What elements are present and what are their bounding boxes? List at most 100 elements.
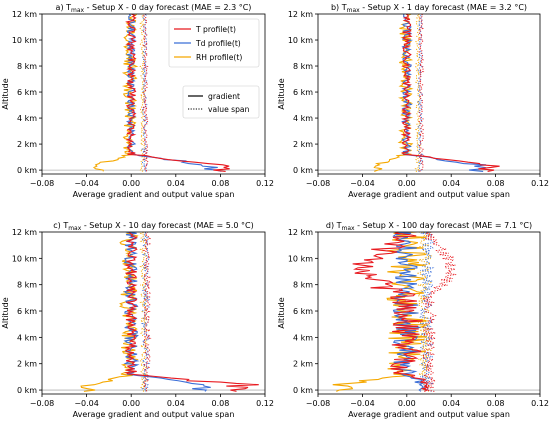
x-tick-label: 0.08 — [487, 179, 505, 188]
x-tick-label: 0.12 — [256, 399, 274, 408]
y-tick-label: 6 km — [293, 307, 313, 316]
x-tick-label: 0.04 — [442, 179, 460, 188]
series-rh-grad — [373, 14, 414, 172]
axes-frame — [41, 231, 266, 395]
series-rh-span — [138, 232, 149, 392]
y-tick-label: 8 km — [293, 281, 313, 290]
y-tick-label: 10 km — [288, 254, 313, 263]
series-t-span — [417, 14, 425, 172]
y-tick-label: 6 km — [293, 88, 313, 97]
series-t-grad — [400, 14, 500, 172]
y-tick-label: 6 km — [17, 88, 37, 97]
x-tick-label: −0.08 — [306, 179, 331, 188]
series-td-span — [419, 232, 435, 392]
panel-title: c) Tmax - Setup X - 10 day forecast (MAE… — [53, 221, 253, 232]
panel-title: d) Tmax - Setup X - 100 day forecast (MA… — [326, 221, 532, 232]
panel-1: −0.08 −0.04 0.00 0.04 0.08 0.12 0 km 2 km 4 km 6 … — [277, 3, 549, 199]
y-tick-label: 4 km — [17, 114, 37, 123]
panel-2: −0.08 −0.04 0.00 0.04 0.08 0.12 0 km 2 km 4 km 6 … — [1, 221, 274, 419]
x-axis-label: Average gradient and output value span — [348, 190, 510, 199]
y-tick-label: 4 km — [293, 333, 313, 342]
axes-frame — [41, 13, 266, 175]
legend-box — [168, 18, 260, 68]
x-tick-label: −0.04 — [350, 179, 375, 188]
x-tick-label: −0.08 — [30, 179, 55, 188]
y-tick-label: 6 km — [17, 307, 37, 316]
panel-0: −0.08 −0.04 0.00 0.04 0.08 0.12 0 km 2 km 4 km 6 … — [1, 3, 274, 199]
y-tick-label: 12 km — [288, 10, 313, 19]
y-tick-label: 0 km — [17, 166, 37, 175]
y-axis-label: Altitude — [1, 297, 10, 328]
y-tick-label: 8 km — [293, 62, 313, 71]
x-tick-label: 0.04 — [167, 179, 185, 188]
y-tick-label: 2 km — [17, 140, 37, 149]
x-tick-label: 0.00 — [398, 399, 416, 408]
legend-label-t: T profile(t) — [195, 25, 236, 34]
plot-area — [373, 14, 500, 172]
legend-label-td: Td profile(t) — [195, 39, 241, 48]
y-axis-label: Altitude — [1, 78, 10, 109]
y-tick-label: 10 km — [12, 254, 37, 263]
y-tick-label: 12 km — [12, 10, 37, 19]
series-rh-span — [414, 14, 422, 172]
axes-frame — [317, 13, 541, 175]
x-tick-label: 0.12 — [531, 399, 549, 408]
x-tick-label: 0.08 — [211, 399, 229, 408]
panel-3: −0.08 −0.04 0.00 0.04 0.08 0.12 0 km 2 km 4 km 6 … — [277, 221, 549, 419]
plot-area — [332, 232, 457, 392]
y-tick-label: 8 km — [17, 281, 37, 290]
y-tick-label: 4 km — [17, 333, 37, 342]
y-tick-label: 10 km — [12, 36, 37, 45]
plot-area — [80, 232, 259, 392]
y-axis-label: Altitude — [277, 78, 286, 109]
series-rh-grad — [332, 232, 428, 392]
x-tick-label: −0.04 — [350, 399, 375, 408]
x-tick-label: −0.08 — [306, 399, 331, 408]
axes-frame — [317, 231, 541, 395]
legend: T profile(t) Td profile(t) RH profile(t) gr… — [168, 18, 260, 119]
y-tick-label: 10 km — [288, 36, 313, 45]
y-tick-label: 12 km — [12, 228, 37, 237]
x-tick-label: −0.04 — [74, 399, 99, 408]
y-tick-label: 2 km — [17, 360, 37, 369]
x-tick-label: 0.00 — [122, 179, 140, 188]
series-rh-grad — [92, 14, 139, 172]
x-tick-label: 0.04 — [442, 399, 460, 408]
x-tick-label: 0.08 — [211, 179, 229, 188]
x-axis-label: Average gradient and output value span — [73, 410, 235, 419]
x-tick-label: 0.00 — [398, 179, 416, 188]
series-td-grad — [392, 232, 424, 392]
x-tick-label: −0.08 — [30, 399, 55, 408]
y-tick-label: 8 km — [17, 62, 37, 71]
series-rh-span — [138, 14, 146, 172]
series-t-grad — [125, 14, 230, 172]
y-tick-label: 12 km — [288, 228, 313, 237]
panel-title: a) Tmax - Setup X - 0 day forecast (MAE … — [56, 3, 252, 14]
x-tick-label: 0.00 — [122, 399, 140, 408]
series-rh-span — [416, 232, 433, 392]
x-tick-label: −0.04 — [74, 179, 99, 188]
y-axis-label: Altitude — [277, 297, 286, 328]
y-tick-label: 2 km — [293, 140, 313, 149]
y-tick-label: 0 km — [293, 166, 313, 175]
series-td-grad — [400, 14, 487, 172]
legend-style-box — [182, 85, 260, 119]
y-tick-label: 0 km — [293, 386, 313, 395]
legend-label-span: value span — [208, 105, 250, 114]
panel-title: b) Tmax - Setup X - 1 day forecast (MAE … — [331, 3, 527, 14]
series-t-grad — [352, 232, 430, 392]
x-axis-label: Average gradient and output value span — [73, 190, 235, 199]
series-td-grad — [125, 14, 222, 172]
legend-label-gradient: gradient — [208, 92, 240, 101]
x-axis-label: Average gradient and output value span — [348, 410, 510, 419]
series-t-span — [421, 232, 457, 392]
series-t-grad — [123, 232, 259, 392]
x-tick-label: 0.12 — [531, 179, 549, 188]
legend-label-rh: RH profile(t) — [196, 53, 242, 62]
series-td-grad — [123, 232, 211, 392]
x-tick-label: 0.04 — [167, 399, 185, 408]
y-tick-label: 2 km — [293, 360, 313, 369]
series-t-span — [142, 14, 149, 172]
y-tick-label: 0 km — [17, 386, 37, 395]
